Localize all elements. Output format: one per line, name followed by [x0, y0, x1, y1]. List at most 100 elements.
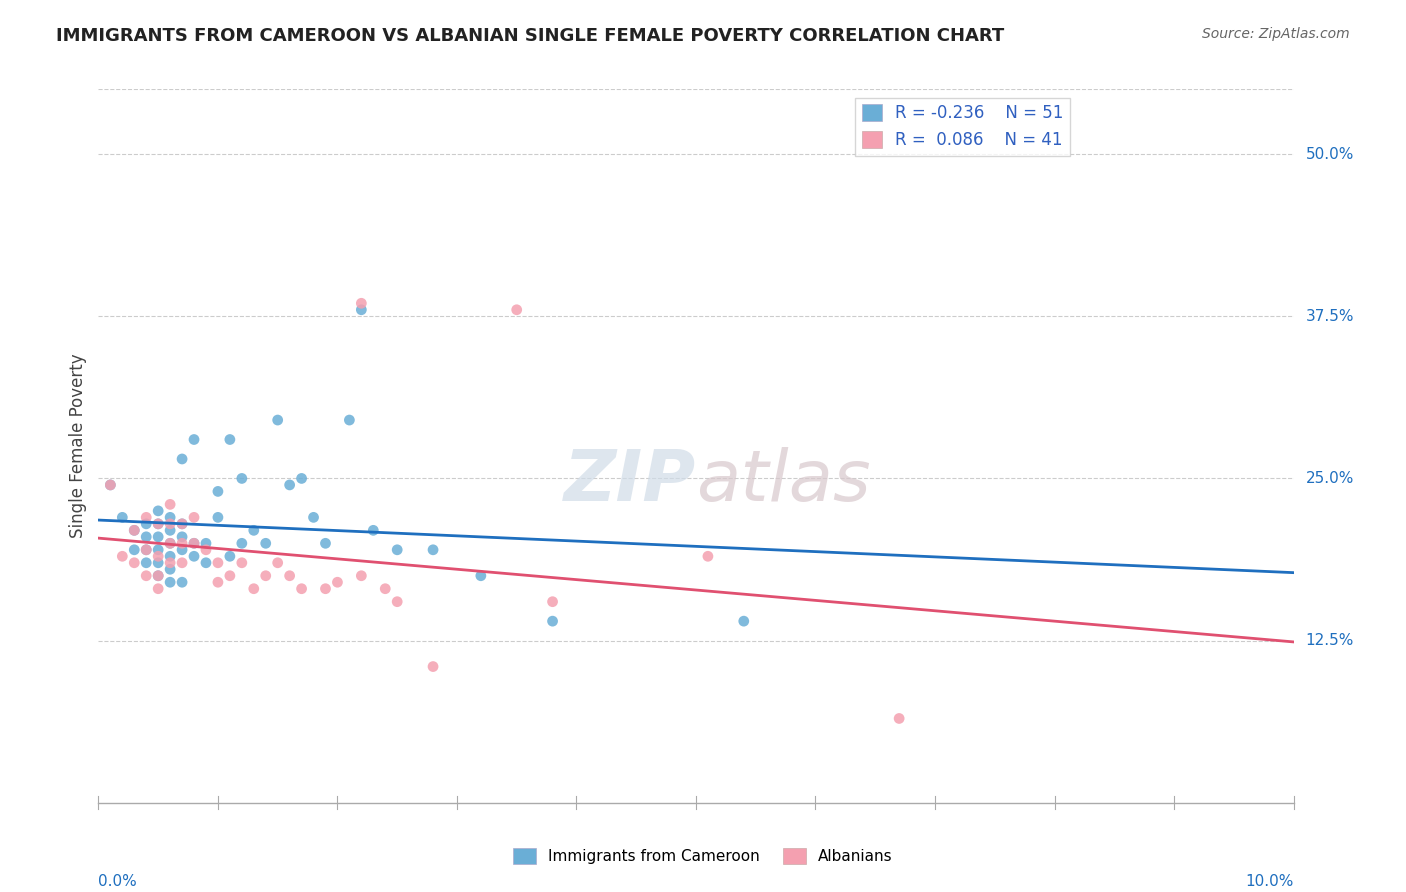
Point — [291, 471, 314, 485]
Point — [889, 711, 911, 725]
Point — [124, 524, 146, 538]
Point — [254, 536, 277, 550]
Point — [315, 582, 337, 596]
Point — [159, 516, 181, 531]
Point — [278, 568, 301, 582]
Text: atlas: atlas — [696, 447, 870, 516]
Point — [697, 549, 720, 564]
Point — [135, 516, 157, 531]
Text: 50.0%: 50.0% — [1306, 146, 1354, 161]
Point — [135, 530, 157, 544]
Text: IMMIGRANTS FROM CAMEROON VS ALBANIAN SINGLE FEMALE POVERTY CORRELATION CHART: IMMIGRANTS FROM CAMEROON VS ALBANIAN SIN… — [56, 27, 1004, 45]
Point — [195, 542, 218, 557]
Point — [315, 536, 337, 550]
Point — [207, 575, 229, 590]
Point — [98, 478, 122, 492]
Point — [148, 530, 170, 544]
Point — [159, 510, 181, 524]
Point — [231, 556, 253, 570]
Y-axis label: Single Female Poverty: Single Female Poverty — [69, 354, 87, 538]
Point — [385, 595, 409, 609]
Point — [183, 433, 205, 447]
Point — [172, 542, 194, 557]
Point — [148, 582, 170, 596]
Point — [302, 510, 325, 524]
Point — [195, 556, 218, 570]
Point — [339, 413, 361, 427]
Point — [422, 659, 444, 673]
Point — [195, 536, 218, 550]
Point — [231, 536, 253, 550]
Point — [470, 568, 492, 582]
Point — [111, 510, 134, 524]
Point — [135, 542, 157, 557]
Point — [267, 556, 290, 570]
Point — [148, 542, 170, 557]
Point — [422, 542, 444, 557]
Text: 37.5%: 37.5% — [1306, 309, 1354, 324]
Point — [172, 536, 194, 550]
Point — [363, 524, 385, 538]
Point — [243, 582, 266, 596]
Point — [541, 614, 564, 628]
Point — [124, 556, 146, 570]
Point — [159, 536, 181, 550]
Point — [267, 413, 290, 427]
Point — [159, 556, 181, 570]
Point — [541, 595, 564, 609]
Point — [135, 542, 157, 557]
Point — [159, 575, 181, 590]
Point — [350, 568, 373, 582]
Point — [733, 614, 755, 628]
Point — [219, 433, 242, 447]
Legend: Immigrants from Cameroon, Albanians: Immigrants from Cameroon, Albanians — [508, 842, 898, 871]
Point — [506, 302, 529, 317]
Point — [291, 582, 314, 596]
Point — [385, 542, 409, 557]
Point — [148, 504, 170, 518]
Point — [159, 562, 181, 576]
Point — [254, 568, 277, 582]
Point — [183, 549, 205, 564]
Point — [207, 510, 229, 524]
Point — [231, 471, 253, 485]
Point — [124, 524, 146, 538]
Legend: R = -0.236    N = 51, R =  0.086    N = 41: R = -0.236 N = 51, R = 0.086 N = 41 — [855, 97, 1070, 155]
Point — [172, 556, 194, 570]
Point — [135, 568, 157, 582]
Point — [243, 524, 266, 538]
Point — [219, 568, 242, 582]
Point — [374, 582, 396, 596]
Point — [350, 296, 373, 310]
Point — [172, 575, 194, 590]
Text: 0.0%: 0.0% — [98, 874, 138, 889]
Point — [350, 302, 373, 317]
Point — [207, 556, 229, 570]
Point — [159, 536, 181, 550]
Point — [172, 530, 194, 544]
Point — [148, 556, 170, 570]
Point — [135, 556, 157, 570]
Point — [148, 516, 170, 531]
Point — [124, 542, 146, 557]
Point — [111, 549, 134, 564]
Point — [172, 516, 194, 531]
Text: 12.5%: 12.5% — [1306, 633, 1354, 648]
Point — [159, 497, 181, 511]
Point — [172, 452, 194, 467]
Point — [172, 516, 194, 531]
Text: 10.0%: 10.0% — [1246, 874, 1294, 889]
Point — [148, 568, 170, 582]
Text: 25.0%: 25.0% — [1306, 471, 1354, 486]
Point — [135, 510, 157, 524]
Point — [183, 510, 205, 524]
Point — [326, 575, 349, 590]
Point — [183, 536, 205, 550]
Text: Source: ZipAtlas.com: Source: ZipAtlas.com — [1202, 27, 1350, 41]
Point — [148, 549, 170, 564]
Point — [207, 484, 229, 499]
Point — [159, 524, 181, 538]
Point — [159, 549, 181, 564]
Point — [183, 536, 205, 550]
Point — [98, 478, 122, 492]
